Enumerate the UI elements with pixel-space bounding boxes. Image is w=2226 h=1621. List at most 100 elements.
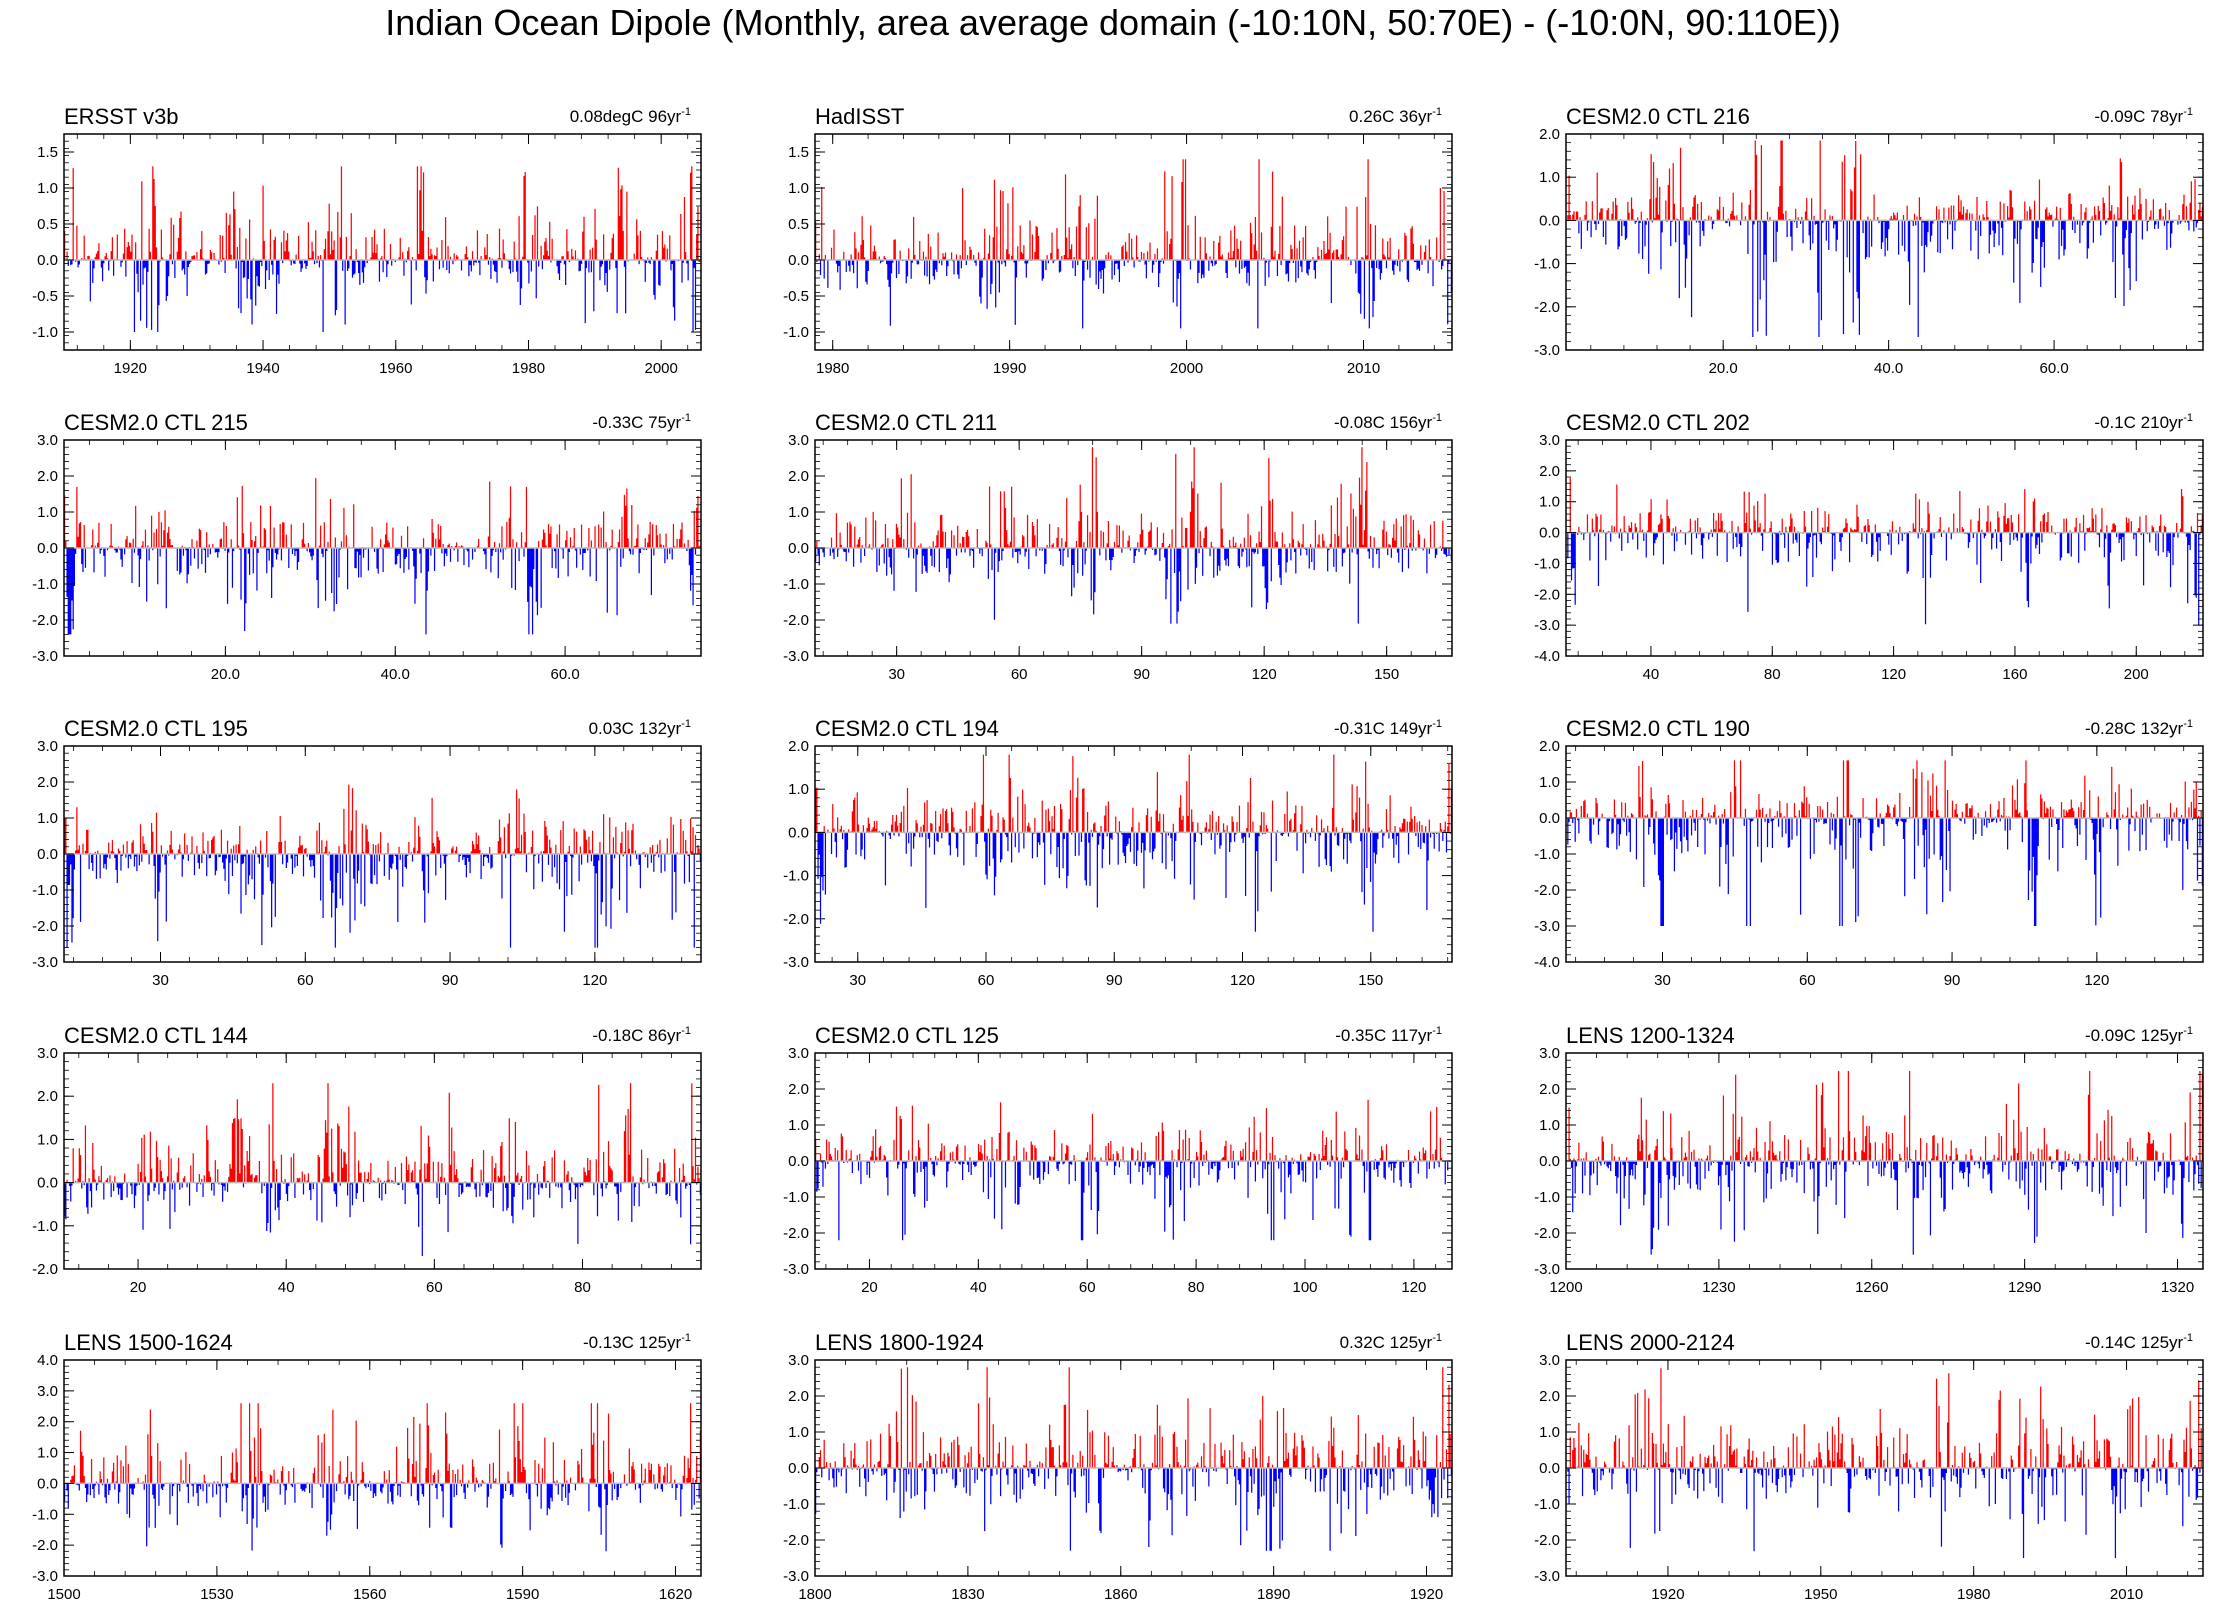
panel-stat-sup: -1 [2183, 106, 2193, 118]
chart-panel: LENS 1800-1924 0.32C 125yr-1 3.0 2.0 1.0 0.0 -… [783, 1330, 1453, 1603]
x-tick-label: 160 [2002, 666, 2027, 683]
x-tick-label: 1960 [379, 360, 412, 377]
panel-stat-value: -0.35C 117yr [1335, 1026, 1432, 1045]
panel-title: LENS 1500-1624 [64, 1330, 233, 1355]
y-tick-label: -2.0 [783, 1532, 809, 1549]
x-tick-label: 30 [152, 972, 169, 989]
y-tick-label: 0.0 [1539, 212, 1560, 229]
y-tick-label: 0.0 [788, 1153, 809, 1170]
y-tick-label: -2.0 [32, 1537, 58, 1554]
positive-bars [1566, 477, 2204, 533]
x-tick-label: 60 [978, 972, 995, 989]
x-tick-label: 1860 [1104, 1586, 1137, 1603]
y-tick-label: 1.0 [1539, 1117, 1560, 1134]
y-tick-label: 1.0 [1539, 1424, 1560, 1441]
chart-panel: LENS 1200-1324 -0.09C 125yr-1 3.0 2.0 1.0 0.0… [1534, 1023, 2204, 1296]
panel-title: LENS 1800-1924 [815, 1330, 984, 1355]
y-tick-label: 1.0 [788, 180, 809, 197]
y-tick-label: 3.0 [788, 1045, 809, 1062]
plot-frame [814, 745, 1453, 963]
x-tick-label: 120 [1881, 666, 1906, 683]
x-tick-label: 40.0 [1874, 360, 1903, 377]
panel-stat-sup: -1 [681, 718, 691, 730]
panel-stat-value: 0.26C 36yr [1349, 107, 1432, 126]
x-tick-label: 80 [1188, 1279, 1205, 1296]
y-tick-label: -3.0 [1534, 1568, 1560, 1585]
x-tick-label: 40.0 [381, 666, 410, 683]
x-tick-label: 1950 [1804, 1586, 1837, 1603]
y-tick-label: 4.0 [37, 1352, 58, 1369]
x-tick-label: 30 [888, 666, 905, 683]
chart-panel: HadISST 0.26C 36yr-1 1.5 1.0 0.5 0.0 -0.5 -1.0 1… [783, 104, 1453, 377]
x-tick-label: 60 [426, 1279, 443, 1296]
x-tick-label: 1980 [1957, 1586, 1990, 1603]
y-tick-label: -3.0 [783, 648, 809, 665]
y-tick-label: 0.0 [37, 846, 58, 863]
y-tick-label: 1.0 [788, 504, 809, 521]
y-tick-label: 2.0 [37, 774, 58, 791]
x-tick-label: 150 [1358, 972, 1383, 989]
y-tick-label: 2.0 [1539, 1388, 1560, 1405]
figure-title: Indian Ocean Dipole (Monthly, area avera… [385, 2, 1841, 43]
y-tick-label: 0.5 [788, 216, 809, 233]
positive-bars [64, 478, 702, 548]
y-tick-label: -3.0 [783, 954, 809, 971]
panel-stat-value: -0.31C 149yr [1334, 719, 1433, 738]
x-tick-label: 120 [1401, 1279, 1426, 1296]
y-tick-label: 0.0 [1539, 1460, 1560, 1477]
x-tick-label: 200 [2124, 666, 2149, 683]
panel-stat-sup: -1 [2183, 718, 2193, 730]
panel-stat: -0.1C 210yr-1 [2094, 412, 2193, 432]
x-tick-label: 1890 [1257, 1586, 1290, 1603]
y-tick-label: -2.0 [1534, 882, 1560, 899]
panel-title: LENS 2000-2124 [1566, 1330, 1735, 1355]
positive-bars [1569, 1368, 2204, 1468]
positive-bars [815, 1099, 1453, 1161]
panel-title: CESM2.0 CTL 194 [815, 716, 999, 741]
panel-stat: -0.09C 78yr-1 [2094, 106, 2193, 126]
x-tick-label: 90 [442, 972, 459, 989]
y-tick-label: 1.0 [1539, 774, 1560, 791]
y-tick-label: -2.0 [783, 612, 809, 629]
y-tick-label: 1.0 [788, 1117, 809, 1134]
x-tick-label: 20.0 [211, 666, 240, 683]
y-tick-label: 0.5 [37, 216, 58, 233]
panel-stat: -0.33C 75yr-1 [592, 412, 691, 432]
panel-title: CESM2.0 CTL 190 [1566, 716, 1750, 741]
panel-stat: 0.08degC 96yr-1 [570, 106, 691, 126]
y-tick-label: 2.0 [1539, 1081, 1560, 1098]
panel-stat-sup: -1 [1432, 412, 1442, 424]
x-tick-label: 1940 [246, 360, 279, 377]
y-tick-label: -1.0 [1534, 1189, 1560, 1206]
y-tick-label: -1.0 [783, 868, 809, 885]
y-tick-label: -3.0 [1534, 1261, 1560, 1278]
x-tick-label: 2010 [2110, 1586, 2143, 1603]
y-tick-label: -2.0 [1534, 299, 1560, 316]
plot-frame [63, 1359, 702, 1577]
x-tick-label: 1260 [1855, 1279, 1888, 1296]
panel-stat: -0.31C 149yr-1 [1334, 718, 1442, 738]
x-tick-label: 40 [1643, 666, 1660, 683]
y-tick-label: -1.0 [783, 1496, 809, 1513]
x-tick-label: 120 [1252, 666, 1277, 683]
x-tick-label: 40 [970, 1279, 987, 1296]
y-tick-label: 1.5 [37, 144, 58, 161]
panel-stat: -0.09C 125yr-1 [2085, 1025, 2193, 1045]
x-tick-label: 90 [1133, 666, 1150, 683]
y-tick-label: -0.5 [783, 288, 809, 305]
y-tick-label: -3.0 [1534, 617, 1560, 634]
x-tick-label: 1320 [2161, 1279, 2194, 1296]
panel-stat: -0.18C 86yr-1 [592, 1025, 691, 1045]
panel-stat-value: -0.14C 125yr [2085, 1333, 2184, 1352]
panel-title: HadISST [815, 104, 904, 129]
negative-bars [815, 548, 1453, 624]
y-tick-label: 0.0 [788, 252, 809, 269]
panel-title: ERSST v3b [64, 104, 179, 129]
negative-bars [1570, 220, 2199, 338]
panel-stat-sup: -1 [2183, 1332, 2193, 1344]
y-tick-label: 3.0 [37, 1045, 58, 1062]
y-tick-label: -2.0 [783, 911, 809, 928]
panel-stat-sup: -1 [1432, 106, 1442, 118]
y-tick-label: 0.0 [788, 824, 809, 841]
y-tick-label: -1.0 [32, 324, 58, 341]
